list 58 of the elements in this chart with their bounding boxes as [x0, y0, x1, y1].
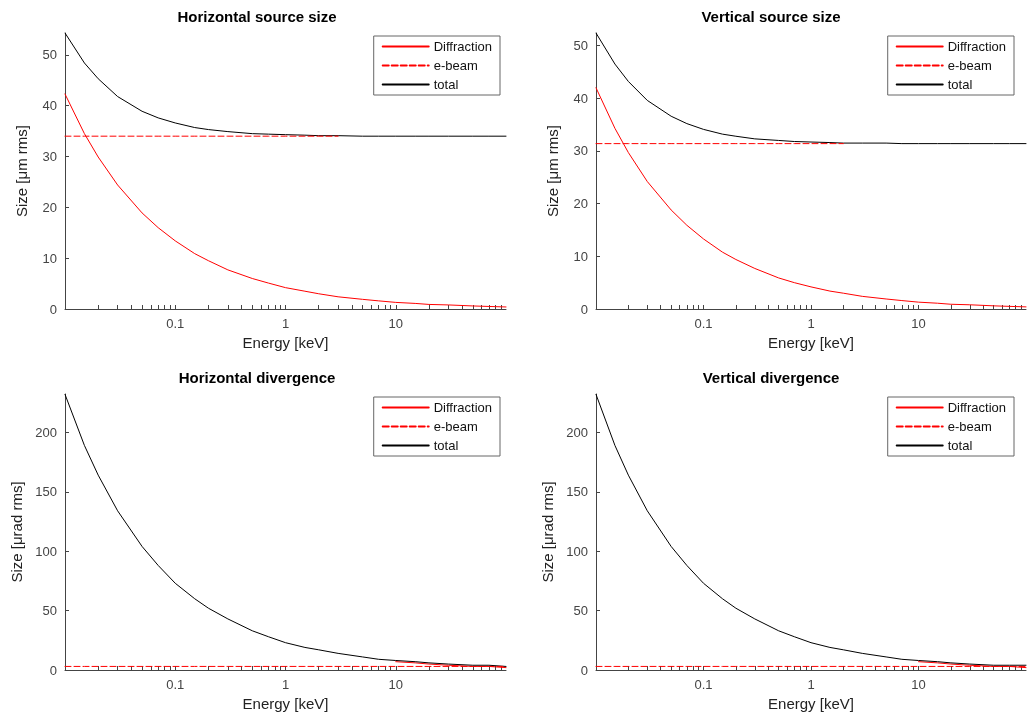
y-tick-label: 0	[580, 301, 588, 317]
y-tick-label: 0	[49, 662, 57, 678]
x-tick-label: 0.1	[166, 677, 185, 692]
legend-label: e-beam	[433, 58, 478, 73]
legend-label: e-beam	[947, 419, 992, 434]
y-tick-label: 200	[35, 424, 57, 440]
y-tick-label: 50	[573, 603, 588, 619]
legend-label: Diffraction	[947, 400, 1007, 415]
legend-label: Diffraction	[433, 400, 493, 415]
chart-title: Horizontal source size	[177, 8, 337, 25]
chart-title: Vertical divergence	[702, 369, 840, 386]
x-tick-label: 10	[911, 316, 926, 331]
x-tick-label: 0.1	[694, 677, 713, 692]
y-tick-label: 50	[42, 603, 57, 619]
y-tick-label: 200	[566, 424, 588, 440]
x-tick-label: 1	[807, 316, 815, 331]
y-tick-label: 10	[42, 250, 57, 266]
y-tick-label: 30	[42, 149, 57, 165]
y-tick-label: 0	[49, 301, 57, 317]
x-tick-label: 10	[911, 677, 926, 692]
x-axis-title: Energy [keV]	[768, 695, 854, 712]
y-tick-label: 100	[566, 543, 588, 559]
x-axis-title: Energy [keV]	[242, 334, 329, 351]
x-axis-title: Energy [keV]	[242, 695, 329, 712]
y-tick-label: 40	[42, 98, 57, 114]
legend-label: total	[947, 77, 973, 92]
x-tick-label: 1	[281, 316, 290, 331]
legend-label: Diffraction	[947, 39, 1007, 54]
y-tick-label: 20	[573, 196, 588, 212]
y-tick-label: 100	[35, 543, 57, 559]
y-tick-label: 150	[35, 484, 57, 500]
y-tick-label: 10	[573, 248, 588, 264]
y-tick-label: 0	[580, 662, 588, 678]
legend-label: total	[433, 77, 459, 92]
chart-title: Horizontal divergence	[178, 369, 336, 386]
y-tick-label: 50	[573, 38, 588, 54]
x-tick-label: 10	[388, 316, 403, 331]
y-tick-label: 30	[573, 143, 588, 159]
x-tick-label: 0.1	[166, 316, 185, 331]
legend-label: total	[433, 438, 459, 453]
legend-label: Diffraction	[433, 39, 493, 54]
y-tick-label: 40	[573, 90, 588, 106]
legend-label: total	[947, 438, 973, 453]
y-axis-title: Size [μm rms]	[544, 125, 561, 217]
legend-label: e-beam	[433, 419, 478, 434]
y-axis-title: Size [μrad rms]	[8, 481, 26, 583]
y-axis-title: Size [μm rms]	[13, 125, 30, 217]
x-tick-label: 10	[388, 677, 403, 692]
x-tick-label: 1	[281, 677, 290, 692]
y-tick-label: 150	[566, 484, 588, 500]
y-axis-title: Size [μrad rms]	[539, 481, 557, 583]
x-tick-label: 0.1	[694, 316, 713, 331]
x-tick-label: 1	[807, 677, 815, 692]
y-tick-label: 20	[42, 199, 57, 215]
legend-label: e-beam	[947, 58, 992, 73]
x-axis-title: Energy [keV]	[768, 334, 854, 351]
y-tick-label: 50	[42, 47, 57, 63]
chart-title: Vertical source size	[701, 8, 841, 25]
